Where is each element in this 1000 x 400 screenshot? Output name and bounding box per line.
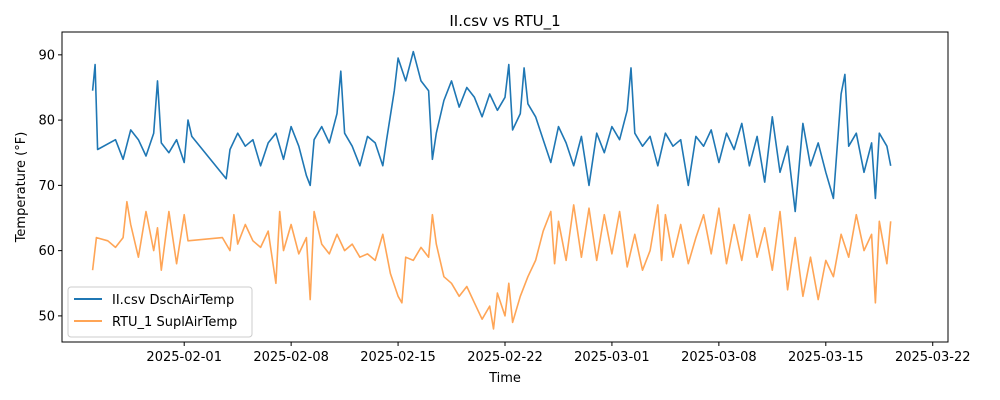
x-axis-title: Time bbox=[488, 371, 521, 386]
x-tick-label-3: 2025-02-22 bbox=[467, 350, 543, 365]
x-tick-label-0: 2025-02-01 bbox=[146, 350, 222, 365]
x-tick-label-6: 2025-03-15 bbox=[788, 350, 864, 365]
y-tick-label-4: 90 bbox=[38, 48, 55, 63]
y-tick-label-3: 80 bbox=[38, 114, 55, 129]
series-line-0 bbox=[91, 50, 892, 213]
y-axis: 50 60 70 80 90 bbox=[38, 48, 62, 324]
y-tick-label-0: 50 bbox=[38, 309, 55, 324]
y-tick-label-2: 70 bbox=[38, 179, 55, 194]
series-line-1 bbox=[91, 200, 892, 330]
y-tick-label-1: 60 bbox=[38, 244, 55, 259]
legend-label-discharge-air: II.csv DschAirTemp bbox=[112, 293, 234, 308]
plot-area bbox=[91, 50, 892, 330]
x-tick-label-5: 2025-03-08 bbox=[681, 350, 757, 365]
y-axis-title: Temperature (°F) bbox=[14, 132, 29, 244]
x-tick-label-1: 2025-02-08 bbox=[253, 350, 329, 365]
chart-title: II.csv vs RTU_1 bbox=[449, 12, 560, 31]
x-tick-label-2: 2025-02-15 bbox=[360, 350, 436, 365]
x-axis: 2025-02-01 2025-02-08 2025-02-15 2025-02-22… bbox=[146, 342, 971, 365]
x-tick-label-4: 2025-03-01 bbox=[574, 350, 650, 365]
legend-box bbox=[67, 286, 253, 338]
x-tick-label-7: 2025-03-22 bbox=[895, 350, 971, 365]
legend: II.csv DschAirTemp RTU_1 SuplAirTemp bbox=[67, 286, 253, 338]
legend-label-supply-air: RTU_1 SuplAirTemp bbox=[112, 315, 237, 330]
